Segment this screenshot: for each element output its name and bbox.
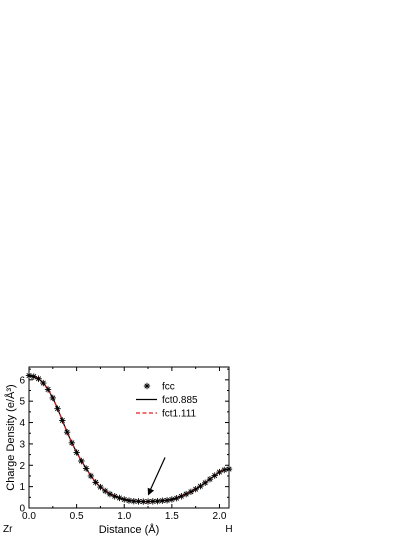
series-fct1-111 <box>28 374 230 503</box>
series-fct0-885 <box>28 374 230 503</box>
data-point-fcc <box>125 497 133 504</box>
data-point-fcc <box>130 497 137 505</box>
legend: fcc fct0.885 fct1.111 <box>136 382 198 420</box>
data-point-fcc <box>106 490 114 498</box>
x-tick-label: 1.0 <box>117 511 131 522</box>
data-point-fcc <box>54 405 61 412</box>
data-point-fcc <box>30 373 37 380</box>
data-point-fcc <box>140 498 147 505</box>
x-axis-label: Distance (Å) <box>99 523 160 536</box>
data-point-fcc <box>78 457 85 465</box>
y-tick-label: 0 <box>19 504 25 515</box>
legend-marker-fcc <box>143 382 151 390</box>
data-point-fcc <box>211 472 218 479</box>
series-layer <box>25 372 233 505</box>
data-point-fcc <box>163 497 171 504</box>
y-tick-label: 6 <box>19 375 25 386</box>
data-point-fcc <box>40 379 47 387</box>
data-point-fcc <box>201 479 209 486</box>
x-tick-label: 0.0 <box>22 511 36 522</box>
arrow-shaft <box>149 457 166 491</box>
data-point-fcc <box>87 472 95 480</box>
data-point-fcc <box>44 386 52 393</box>
y-tick-label: 3 <box>19 439 25 450</box>
data-point-fcc <box>206 475 214 483</box>
series-line-fct0-885 <box>28 374 230 503</box>
minimum-arrow-annotation <box>147 457 166 496</box>
data-point-fcc <box>197 483 204 490</box>
data-point-fcc <box>154 497 161 505</box>
data-point-fcc <box>187 488 195 495</box>
data-point-fcc <box>116 494 123 502</box>
data-point-fcc <box>121 496 128 503</box>
data-point-fcc <box>35 375 42 382</box>
y-tick-label: 1 <box>19 482 25 493</box>
legend-label-fcc: fcc <box>162 382 175 393</box>
data-point-fcc <box>159 497 166 504</box>
right-end-label: H <box>225 524 232 535</box>
data-point-fcc <box>149 498 157 505</box>
plot-frame <box>28 366 230 509</box>
y-tick-label: 5 <box>19 397 25 408</box>
left-end-label: Zr <box>3 524 13 535</box>
data-point-fcc <box>68 439 76 447</box>
legend-label-fct1-111: fct1.111 <box>162 409 197 420</box>
data-point-fcc <box>173 494 180 502</box>
data-point-fcc <box>92 479 99 486</box>
data-point-fcc <box>97 483 104 491</box>
data-point-fcc <box>178 493 185 500</box>
legend-label-fct0-885: fct0.885 <box>162 395 198 406</box>
data-point-fcc <box>192 486 199 493</box>
data-point-fcc <box>101 487 109 495</box>
arrow-head <box>147 487 155 496</box>
x-tick-label: 1.5 <box>165 511 179 522</box>
y-tick-label: 2 <box>19 461 25 472</box>
series-fcc <box>25 372 233 505</box>
data-point-fcc <box>221 466 228 474</box>
x-tick-label: 2.0 <box>213 511 227 522</box>
data-point-fcc <box>216 468 223 476</box>
data-point-fcc <box>59 417 66 424</box>
data-point-fcc <box>82 465 90 472</box>
data-point-fcc <box>73 449 80 456</box>
data-point-fcc <box>49 394 57 402</box>
series-line-fct1-111 <box>28 374 230 503</box>
data-point-fcc <box>63 428 71 436</box>
x-tick-label: 0.5 <box>70 511 84 522</box>
y-tick-label: 4 <box>19 418 25 429</box>
data-point-fcc <box>182 490 190 498</box>
data-point-fcc <box>168 496 176 503</box>
data-point-fcc <box>144 498 152 505</box>
data-point-fcc <box>111 493 118 500</box>
y-axis-label: Charge Density (e/Å³) <box>4 384 17 490</box>
data-point-fcc <box>135 498 142 505</box>
